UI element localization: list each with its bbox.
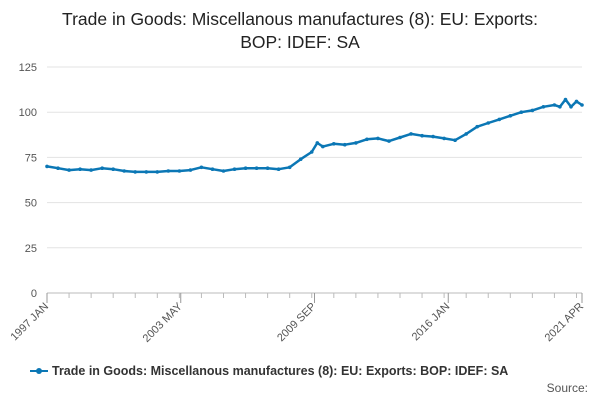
data-point (265, 166, 270, 170)
x-tick-label: 2003 MAY (141, 300, 186, 345)
data-point (67, 168, 71, 172)
data-point (431, 134, 435, 139)
data-point (552, 103, 557, 107)
x-axis: 1997 JAN 2003 MAY 2009 SEP 2016 JAN 2021 APR (8, 293, 586, 345)
data-point (558, 105, 562, 109)
data-point (298, 157, 303, 161)
data-point (530, 108, 535, 113)
x-tick-label: 2016 JAN (410, 301, 453, 344)
data-point (387, 139, 391, 143)
legend-swatch (30, 366, 48, 376)
data-point (78, 167, 82, 171)
data-point (309, 150, 314, 154)
y-tick-label: 100 (19, 107, 37, 119)
data-point (221, 169, 226, 173)
chart-title: Trade in Goods: Miscellanous manufacture… (0, 8, 600, 54)
legend-label: Trade in Goods: Miscellanous manufacture… (52, 364, 509, 378)
data-point (111, 167, 115, 171)
data-point (243, 166, 248, 170)
data-point (321, 144, 325, 149)
data-point (287, 165, 292, 170)
data-point (580, 103, 584, 107)
data-point (199, 165, 204, 170)
y-axis-ticks: 0 25 50 75 100 125 (19, 62, 37, 300)
chart-title-line-2: BOP: IDEF: SA (240, 32, 360, 52)
data-point (56, 166, 60, 170)
data-point (254, 166, 259, 170)
data-point (332, 142, 336, 146)
data-point (376, 136, 380, 141)
data-point (45, 164, 49, 169)
data-point (569, 105, 573, 109)
data-point (475, 124, 480, 129)
chart-title-line-1: Trade in Goods: Miscellanous manufacture… (62, 9, 538, 29)
data-point (519, 110, 524, 114)
data-point (122, 169, 126, 173)
source-label: Source: (546, 381, 588, 395)
data-point (100, 166, 104, 170)
data-point (89, 168, 93, 172)
series-group (45, 97, 584, 174)
grid-lines (47, 66, 582, 294)
legend: Trade in Goods: Miscellanous manufacture… (30, 364, 580, 378)
x-tick-label: 1997 JAN (8, 301, 51, 344)
y-tick-label: 0 (31, 288, 37, 300)
data-point (166, 169, 171, 173)
data-point (155, 170, 160, 174)
data-point (541, 105, 546, 109)
series-line (46, 98, 583, 174)
data-point (177, 169, 182, 173)
data-point (453, 138, 457, 142)
data-point (210, 167, 215, 171)
data-point (354, 141, 358, 145)
x-tick-label: 2021 APR (543, 301, 587, 345)
data-point (497, 117, 502, 122)
data-point (442, 136, 446, 141)
data-point (188, 168, 193, 172)
data-point (574, 99, 579, 104)
data-point (343, 142, 347, 147)
data-point (508, 114, 513, 118)
y-tick-label: 75 (25, 152, 37, 164)
data-point (365, 137, 369, 142)
data-point (486, 121, 491, 125)
x-tick-label: 2009 SEP (275, 301, 319, 345)
y-tick-label: 25 (25, 243, 37, 255)
data-point (398, 135, 402, 140)
data-point (420, 133, 424, 138)
data-point (563, 97, 568, 102)
data-point (409, 132, 413, 136)
data-point (232, 167, 237, 171)
data-point (144, 170, 149, 174)
data-point (276, 167, 281, 171)
data-point (315, 141, 320, 145)
data-point (133, 170, 137, 174)
y-tick-label: 50 (25, 198, 37, 210)
y-tick-label: 125 (19, 62, 37, 74)
data-point (464, 132, 469, 136)
